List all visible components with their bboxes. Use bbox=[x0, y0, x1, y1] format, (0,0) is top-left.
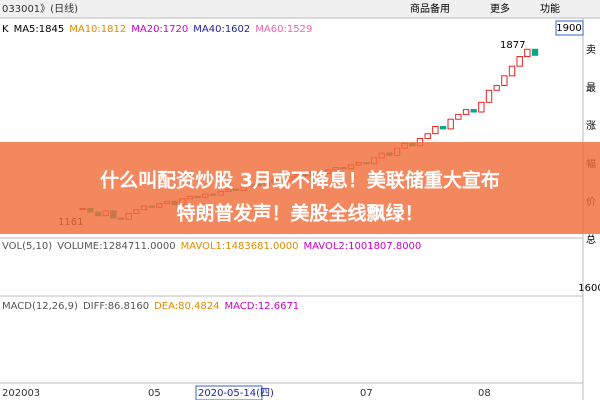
candle bbox=[455, 113, 462, 120]
legend-item: DIFF:86.8160 bbox=[83, 301, 149, 312]
banner-line: 特朗普发声！美股全线飘绿！ bbox=[176, 202, 423, 225]
x-tick-label: 202003 bbox=[2, 388, 40, 399]
candle bbox=[424, 133, 431, 140]
candle bbox=[478, 101, 485, 113]
legend-item: MAVOL1:1483681.0000 bbox=[181, 241, 299, 252]
candle bbox=[439, 125, 447, 130]
tab[interactable]: 功能 bbox=[540, 2, 560, 15]
candle bbox=[516, 56, 523, 67]
sidebar-item: 卖 bbox=[586, 44, 596, 56]
sidebar-item: 涨 bbox=[586, 120, 596, 132]
candle bbox=[524, 48, 531, 58]
x-tick-label: 2020-05-14(四) bbox=[198, 388, 274, 399]
sidebar-bottom: 1600 bbox=[578, 283, 600, 294]
legend-item: MA60:1529 bbox=[255, 24, 312, 35]
legend-item: DEA:80.4824 bbox=[154, 301, 219, 312]
sidebar-top: 1900 bbox=[556, 23, 581, 34]
legend-item: MA5:1845 bbox=[14, 24, 65, 35]
legend-item: MAVOL2:1001807.8000 bbox=[303, 241, 421, 252]
legend-item: K bbox=[2, 24, 9, 35]
banner bbox=[0, 142, 600, 234]
stock-code: 033001》(日线) bbox=[2, 2, 78, 15]
candle bbox=[501, 75, 508, 86]
x-tick-label: 08 bbox=[478, 388, 491, 399]
candle bbox=[462, 109, 470, 115]
tab[interactable]: 更多 bbox=[490, 2, 510, 15]
banner-line: 什么叫配资炒股 3月或不降息！美联储重大宣布 bbox=[100, 169, 500, 192]
legend-item: VOL(5,10) bbox=[2, 241, 52, 252]
high-label: 1877 bbox=[500, 40, 525, 51]
x-tick-label: 05 bbox=[148, 388, 161, 399]
legend-item: MA10:1812 bbox=[69, 24, 126, 35]
legend-item: VOLUME:1284711.0000 bbox=[57, 241, 175, 252]
candle bbox=[531, 48, 539, 56]
candle bbox=[447, 118, 454, 130]
candle bbox=[508, 65, 516, 77]
candle bbox=[432, 125, 439, 135]
sidebar-item: 总 bbox=[586, 233, 596, 246]
legend-item: MACD(12,26,9) bbox=[2, 301, 78, 312]
x-tick-label: 07 bbox=[360, 388, 373, 399]
candle bbox=[470, 109, 477, 113]
tab[interactable]: 商品备用 bbox=[410, 2, 450, 15]
top-bar bbox=[0, 0, 600, 18]
legend-item: MA20:1720 bbox=[131, 24, 188, 35]
legend-item: MACD:12.6671 bbox=[224, 301, 299, 312]
legend-item: MA40:1602 bbox=[193, 24, 250, 35]
candle bbox=[493, 84, 500, 91]
sidebar-item: 最 bbox=[586, 82, 596, 94]
candle bbox=[485, 89, 493, 103]
